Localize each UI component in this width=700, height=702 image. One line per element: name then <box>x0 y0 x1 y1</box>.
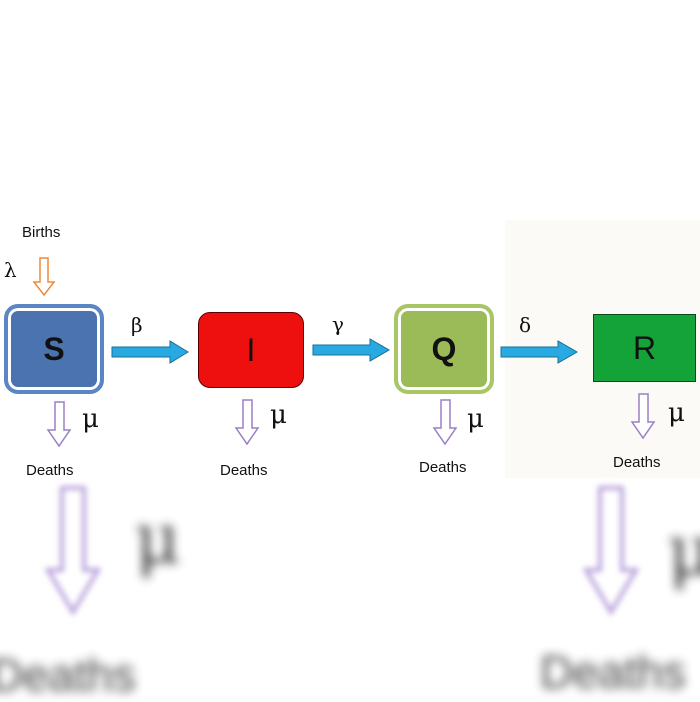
compartment-q: Q <box>394 304 494 394</box>
death-rate-i-label: μ <box>270 400 287 430</box>
death-rate-q-label: μ <box>467 404 484 434</box>
blurred-death-arrow-s-icon <box>44 486 102 616</box>
arrow-i-to-q-icon <box>312 338 390 362</box>
deaths-label-q: Deaths <box>419 459 467 476</box>
arrow-s-to-i-icon <box>111 340 189 364</box>
death-arrow-i-icon <box>234 399 260 446</box>
deaths-label-i: Deaths <box>220 462 268 479</box>
blurred-zoom-arrows <box>44 486 640 616</box>
birth-arrow-icon <box>32 257 56 297</box>
blurred-deaths-label-s: Deaths <box>0 649 136 701</box>
compartment-q-label: Q <box>431 330 457 367</box>
arrow-q-to-r-icon <box>500 340 578 364</box>
blurred-death-arrow-r-icon <box>582 486 640 616</box>
blurred-death-rate-r: μ <box>668 510 700 592</box>
birth-rate-symbol: λ <box>4 258 17 282</box>
deaths-label-s: Deaths <box>26 462 74 479</box>
rate-gamma-label: γ <box>332 312 344 336</box>
deaths-label-r: Deaths <box>613 454 661 471</box>
rate-delta-label: δ <box>519 313 532 337</box>
compartment-s: S <box>4 304 104 394</box>
compartment-i-label: I <box>246 331 256 368</box>
births-label: Births <box>22 224 61 241</box>
compartment-s-label: S <box>43 330 65 367</box>
death-arrow-q-icon <box>432 399 458 446</box>
rate-beta-label: β <box>131 313 143 337</box>
compartment-r: R <box>593 314 696 382</box>
death-rate-r-label: μ <box>668 398 685 428</box>
blurred-deaths-label-r: Deaths <box>540 646 686 698</box>
death-arrow-r-icon <box>630 393 656 440</box>
compartment-r-label: R <box>632 329 657 366</box>
compartment-i: I <box>198 312 304 388</box>
blurred-death-rate-s: μ <box>135 498 181 580</box>
death-rate-s-label: μ <box>82 404 99 434</box>
death-arrow-s-icon <box>46 401 72 448</box>
